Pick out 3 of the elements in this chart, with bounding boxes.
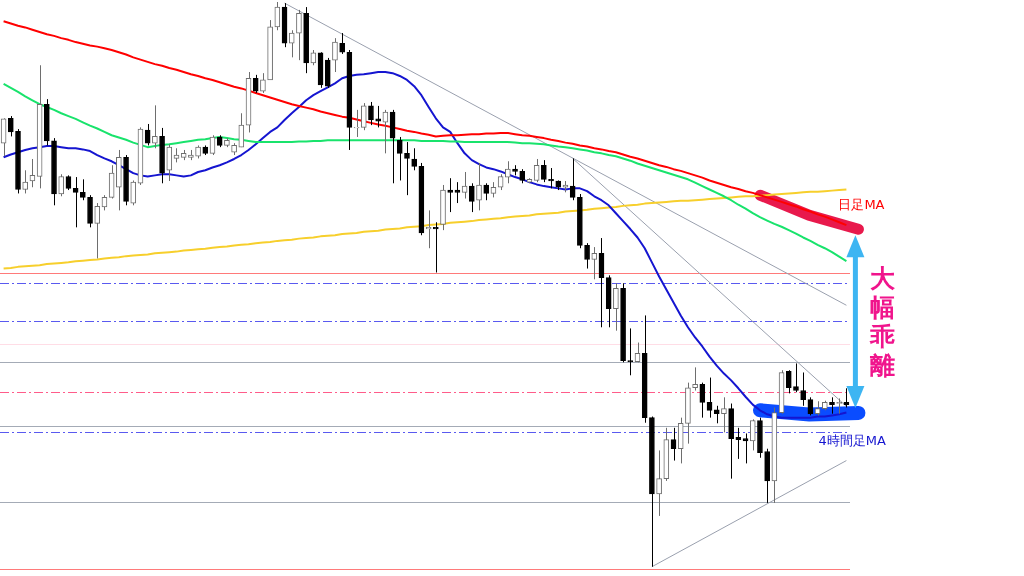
text: 大幅乖離 <box>868 263 896 380</box>
series-label: 4時間足MA <box>818 433 886 449</box>
series-label: 日足MA <box>838 197 885 213</box>
